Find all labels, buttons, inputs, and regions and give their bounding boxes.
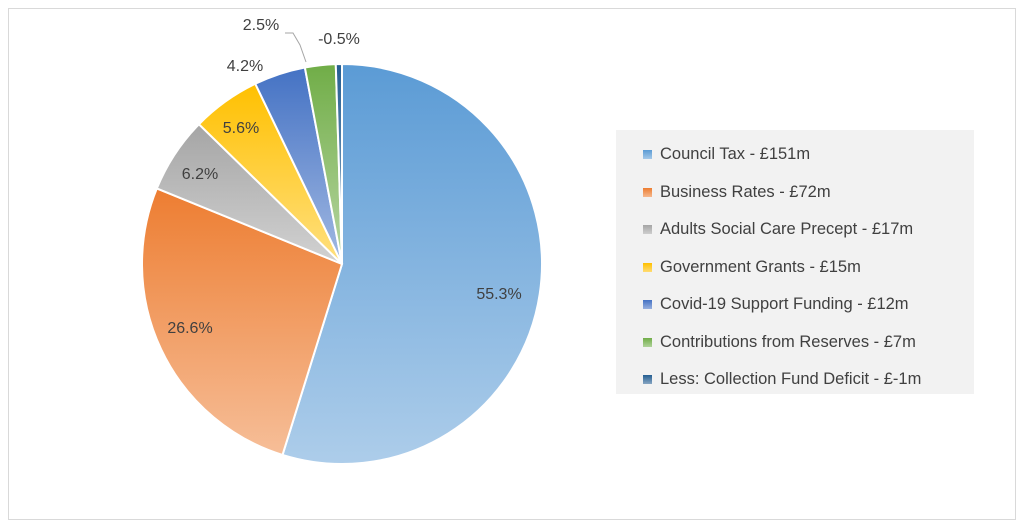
- legend-label: Business Rates - £72m: [660, 182, 831, 201]
- legend-swatch: [643, 337, 652, 347]
- legend-item-5: Contributions from Reserves - £7m: [616, 324, 974, 362]
- legend-swatch: [643, 225, 652, 235]
- data-label-4: 4.2%: [227, 58, 263, 75]
- legend-swatch: [643, 300, 652, 310]
- legend-label: Government Grants - £15m: [660, 257, 861, 276]
- legend-item-4: Covid-19 Support Funding - £12m: [616, 286, 974, 324]
- pie-slice-0: [281, 62, 543, 465]
- legend-label: Adults Social Care Precept - £17m: [660, 220, 914, 239]
- legend-label: Council Tax - £151m: [660, 145, 811, 164]
- legend-swatch: [643, 187, 652, 197]
- pie-slice-1: [141, 187, 344, 457]
- legend-item-2: Adults Social Care Precept - £17m: [616, 211, 974, 249]
- data-label-5: 2.5%: [243, 17, 279, 34]
- chart-legend: Council Tax - £151m Business Rates - £72m…: [616, 130, 974, 394]
- data-label-1: 26.6%: [167, 320, 212, 337]
- legend-item-6: Less: Collection Fund Deficit - £-1m: [616, 361, 974, 399]
- data-label-3: 5.6%: [223, 120, 259, 137]
- data-label-2: 6.2%: [182, 166, 218, 183]
- leader-line: [285, 32, 307, 63]
- legend-label: Less: Collection Fund Deficit - £-1m: [660, 370, 922, 389]
- legend-swatch: [643, 262, 652, 272]
- legend-label: Covid-19 Support Funding - £12m: [660, 295, 909, 314]
- legend-label: Contributions from Reserves - £7m: [660, 332, 916, 351]
- legend-item-3: Government Grants - £15m: [616, 249, 974, 287]
- legend-item-1: Business Rates - £72m: [616, 174, 974, 212]
- pie-slice-6: [334, 62, 343, 265]
- legend-item-0: Council Tax - £151m: [616, 136, 974, 174]
- data-label-0: 55.3%: [476, 286, 521, 303]
- legend-swatch: [643, 375, 652, 385]
- legend-swatch: [643, 150, 652, 160]
- data-label-6: -0.5%: [318, 31, 360, 48]
